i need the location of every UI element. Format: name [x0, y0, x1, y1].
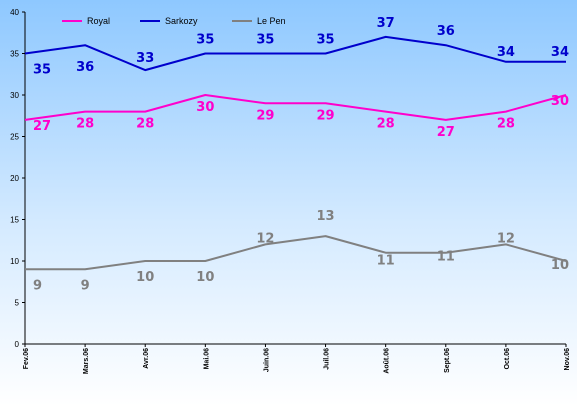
series-lines: [24, 35, 567, 271]
series-line-le-pen: [25, 235, 567, 271]
data-label: 35: [317, 33, 335, 48]
data-label: 13: [317, 209, 335, 224]
data-label: 28: [497, 117, 515, 132]
x-tick-label: Mai.06: [203, 348, 210, 370]
x-tick-label: Fev.06: [23, 348, 30, 369]
data-label: 30: [196, 100, 214, 115]
y-tick-label: 25: [10, 133, 19, 142]
data-label: 34: [497, 45, 515, 60]
x-tick-label: Oct.06: [504, 348, 511, 370]
data-label: 37: [377, 16, 395, 31]
data-label: 29: [317, 108, 335, 123]
data-label: 12: [497, 231, 515, 246]
data-label: 28: [377, 117, 395, 132]
data-label: 12: [256, 231, 274, 246]
x-tick-label: Août.06: [384, 348, 391, 374]
data-label: 10: [196, 270, 214, 285]
x-tick-label: Nov.06: [564, 348, 571, 371]
legend-label: Sarkozy: [165, 16, 198, 26]
data-label: 27: [437, 125, 455, 140]
data-label: 10: [136, 270, 154, 285]
data-label: 11: [437, 250, 455, 265]
x-tick-label: Mars.06: [83, 348, 90, 374]
y-tick-label: 0: [15, 340, 20, 349]
x-tick-labels: Fev.06 Mars.06 Avr.06 Mai.06 Juin.06 Juil.06 A…: [23, 344, 571, 374]
data-label: 29: [256, 108, 274, 123]
legend-label: Le Pen: [257, 16, 286, 26]
legend: Royal Sarkozy Le Pen: [62, 16, 286, 26]
x-tick-label: Juil.06: [324, 348, 331, 370]
y-tick-label: 15: [10, 216, 19, 225]
data-label: 28: [76, 117, 94, 132]
data-label: 9: [81, 278, 90, 293]
data-label: 9: [33, 278, 42, 293]
x-tick-label: Juin.06: [263, 348, 270, 372]
data-label: 11: [377, 254, 395, 269]
data-label: 27: [33, 119, 51, 134]
x-tick-label: Avr.06: [143, 348, 150, 369]
series-line-sarkozy: [24, 35, 566, 72]
y-tick-label: 30: [10, 91, 19, 100]
data-label: 35: [196, 33, 214, 48]
data-label: 34: [551, 45, 569, 60]
data-label: 35: [256, 33, 274, 48]
data-label: 33: [136, 51, 154, 66]
series-line-royal: [24, 94, 567, 121]
data-label: 36: [437, 24, 455, 39]
y-tick-label: 10: [10, 257, 19, 266]
data-label: 35: [33, 63, 51, 78]
data-label: 30: [551, 94, 569, 109]
y-tick-labels: 0 5 10 15 20 25 30 35 40: [10, 8, 25, 349]
y-tick-label: 20: [10, 174, 19, 183]
data-labels: 27 28 28 30 29 29 28 27 28 30 35 36 33 35 35 35 37 36 34 34…: [33, 16, 569, 293]
data-label: 36: [76, 60, 94, 75]
legend-label: Royal: [87, 16, 110, 26]
x-tick-label: Sept.06: [444, 348, 451, 373]
y-tick-label: 35: [10, 50, 19, 59]
data-label: 28: [136, 117, 154, 132]
y-tick-label: 40: [10, 8, 19, 17]
data-label: 10: [551, 258, 569, 273]
y-tick-label: 5: [15, 299, 20, 308]
